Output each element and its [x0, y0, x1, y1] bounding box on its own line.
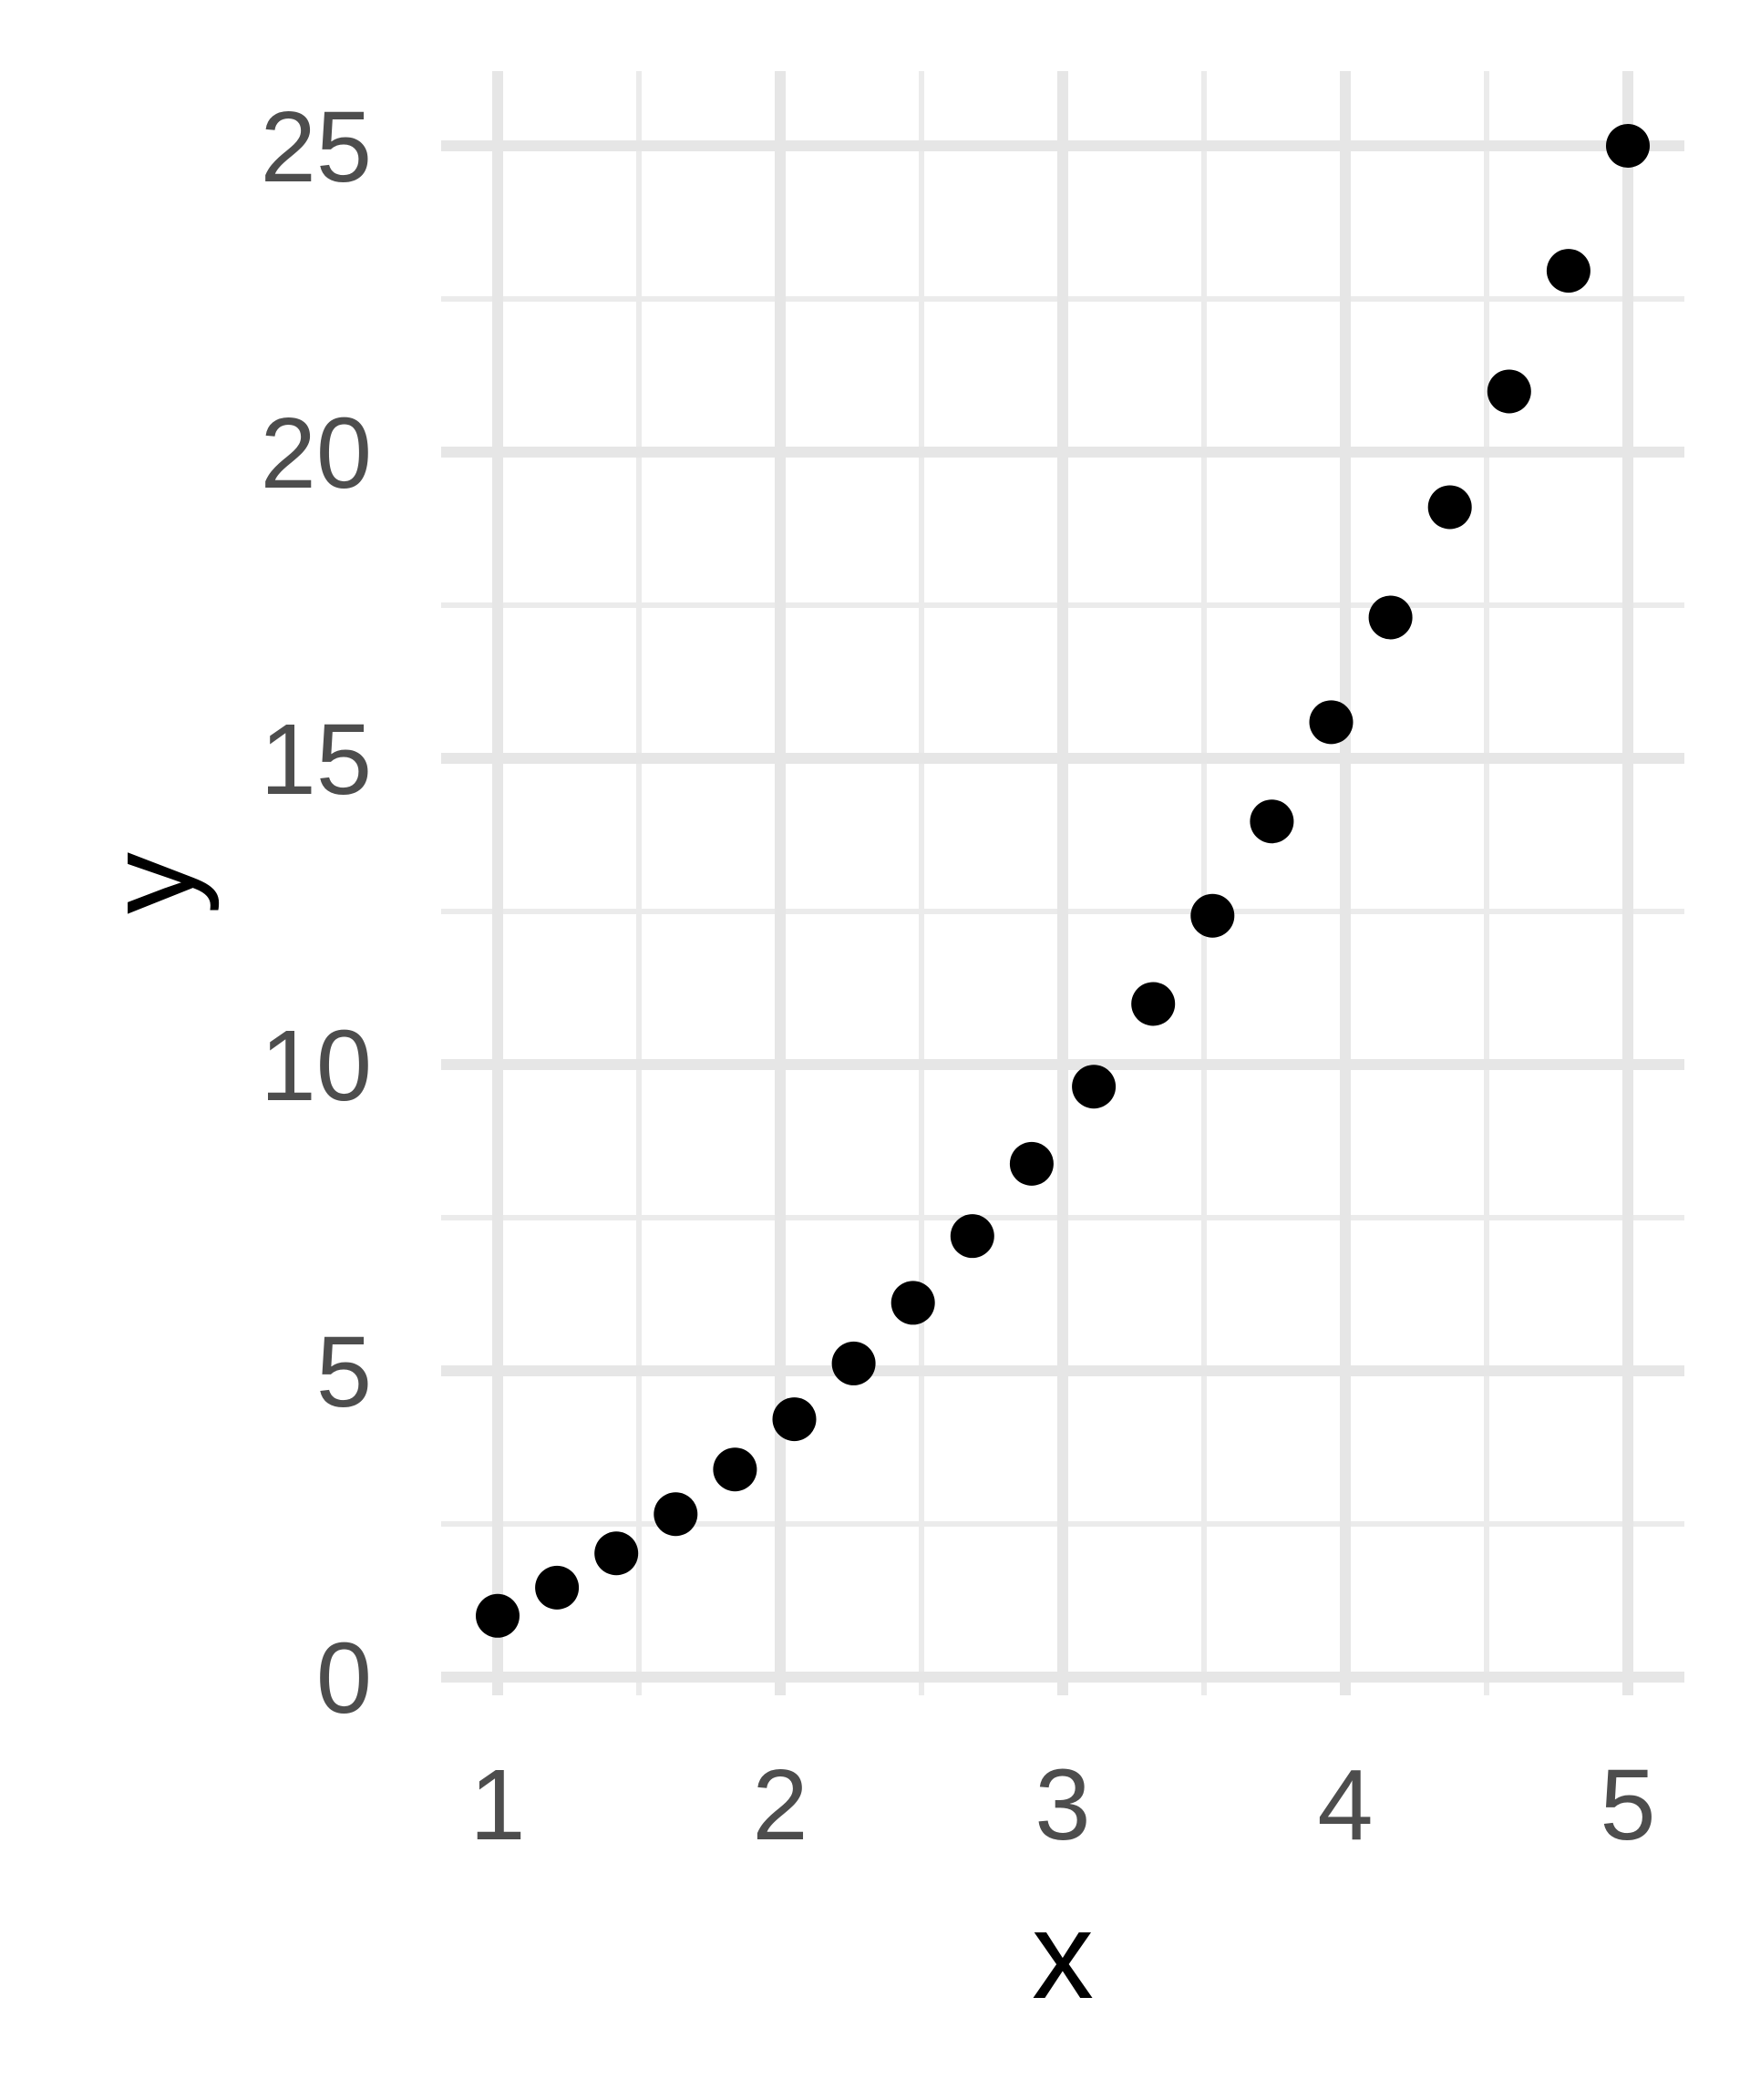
y-tick-label: 25 — [261, 91, 372, 203]
x-tick-labels: 1 2 3 4 5 — [469, 1749, 1655, 1861]
data-point — [654, 1492, 698, 1537]
data-point — [1309, 700, 1354, 745]
y-tick-label: 0 — [316, 1622, 372, 1735]
data-point — [1606, 124, 1650, 168]
data-point — [476, 1593, 520, 1638]
data-point — [1250, 799, 1294, 844]
data-point — [890, 1281, 935, 1325]
y-axis-title: y — [81, 852, 220, 914]
y-tick-label: 15 — [261, 704, 372, 816]
data-point — [1190, 893, 1235, 938]
data-points — [476, 124, 1650, 1638]
y-tick-label: 20 — [261, 397, 372, 510]
grid-major — [441, 71, 1684, 1695]
data-point — [772, 1397, 817, 1442]
data-point — [535, 1565, 580, 1610]
y-tick-label: 5 — [316, 1316, 372, 1428]
x-tick-label: 1 — [469, 1749, 525, 1861]
data-point — [1427, 485, 1472, 530]
x-tick-label: 3 — [1035, 1749, 1090, 1861]
data-point — [1368, 595, 1413, 640]
data-point — [594, 1531, 639, 1576]
x-axis-title: x — [1032, 1886, 1094, 2024]
data-point — [1546, 249, 1590, 293]
x-tick-label: 5 — [1600, 1749, 1655, 1861]
y-tick-label: 10 — [261, 1010, 372, 1122]
x-tick-label: 2 — [752, 1749, 808, 1861]
data-point — [1487, 369, 1531, 414]
data-point — [831, 1341, 876, 1385]
x-tick-label: 4 — [1317, 1749, 1373, 1861]
data-point — [1072, 1065, 1117, 1109]
data-point — [1009, 1141, 1054, 1186]
data-point — [713, 1447, 757, 1492]
y-tick-labels: 0 5 10 15 20 25 — [261, 91, 372, 1735]
data-point — [1131, 982, 1176, 1026]
data-point — [950, 1214, 994, 1259]
